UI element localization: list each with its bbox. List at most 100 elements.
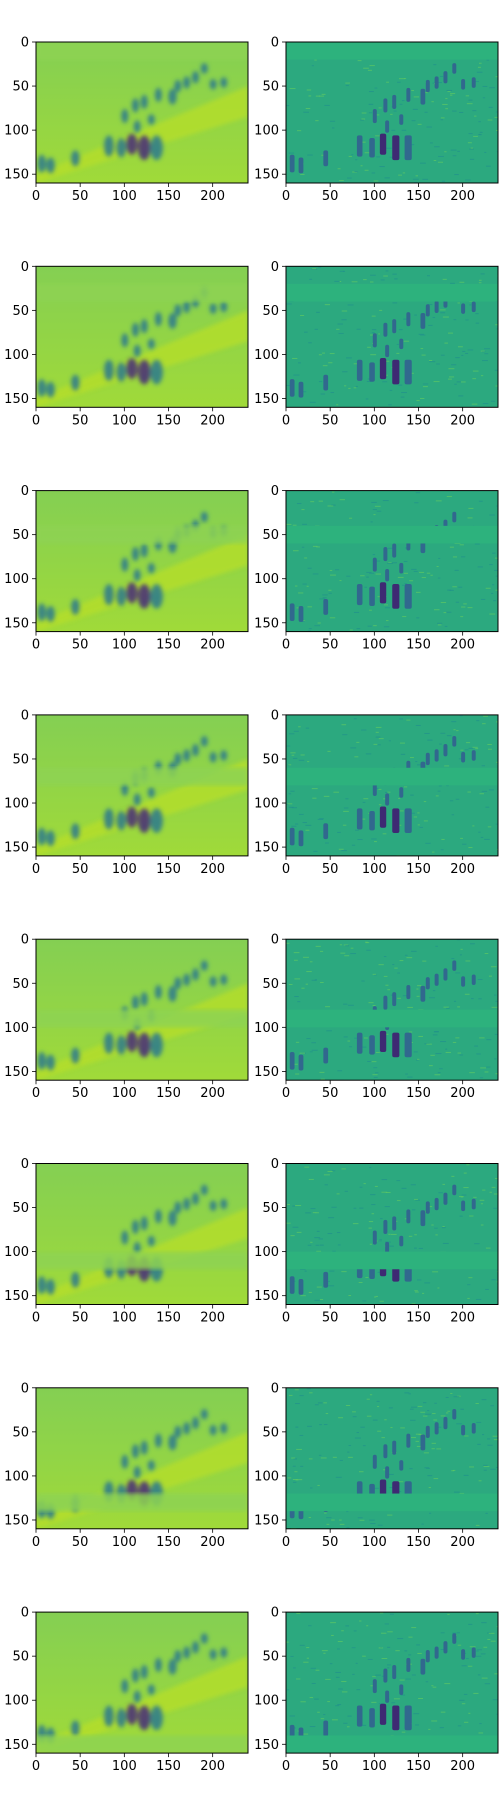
y-tick-label: 0: [271, 484, 279, 499]
y-tick-label: 50: [12, 752, 29, 767]
y-tick-label: 100: [254, 797, 279, 812]
axes-frame: [35, 490, 249, 633]
y-tick-label: 100: [254, 1245, 279, 1260]
x-tick-label: 150: [156, 413, 181, 428]
panel-r4-c1: 0 50 100 150 200 0 50 100 150: [4, 708, 249, 877]
y-tick-label: 150: [4, 1738, 29, 1753]
y-tick-label: 150: [254, 1065, 279, 1080]
y-tick-label: 50: [12, 304, 29, 319]
panel-r2-c1: 0 50 100 150 200 0 50 100 150: [4, 260, 249, 428]
axes-frame: [35, 714, 249, 857]
y-tick-label: 150: [4, 1289, 29, 1304]
reconstruction-image: [36, 714, 248, 856]
axes-frame: [35, 1387, 249, 1530]
y-tick-label: 50: [262, 752, 279, 767]
x-tick-label: 150: [156, 189, 181, 204]
x-tick-label: 150: [156, 1759, 181, 1774]
x-tick-label: 100: [112, 638, 137, 653]
y-tick-label: 150: [4, 168, 29, 183]
x-tick-label: 100: [362, 413, 387, 428]
y-tick-label: 0: [271, 708, 279, 723]
y-tick-label: 0: [271, 1157, 279, 1172]
x-tick-label: 50: [322, 1759, 339, 1774]
panel-r6-c1: 0 50 100 150 200 0 50 100 150: [4, 1157, 249, 1326]
x-tick-label: 100: [362, 638, 387, 653]
x-tick-label: 150: [406, 413, 431, 428]
x-tick-label: 150: [406, 862, 431, 877]
y-tick-label: 150: [4, 616, 29, 631]
x-tick-label: 50: [72, 862, 89, 877]
axes-frame: [285, 938, 499, 1081]
x-tick-label: 50: [322, 413, 339, 428]
x-tick-label: 150: [156, 1311, 181, 1326]
y-tick-label: 150: [254, 1513, 279, 1528]
x-tick-label: 50: [72, 1759, 89, 1774]
x-tick-label: 200: [200, 413, 225, 428]
x-tick-label: 200: [200, 1759, 225, 1774]
y-tick-label: 150: [4, 841, 29, 856]
x-tick-label: 200: [200, 189, 225, 204]
x-tick-label: 200: [450, 1311, 475, 1326]
x-tick-label: 0: [282, 189, 290, 204]
x-tick-label: 0: [32, 189, 40, 204]
x-tick-label: 100: [362, 1311, 387, 1326]
y-tick-label: 150: [254, 168, 279, 183]
panel-r1-c2: 0 50 100 150 200 0 50 100 150: [254, 36, 499, 204]
x-tick-label: 200: [200, 1311, 225, 1326]
y-tick-label: 50: [12, 80, 29, 95]
y-tick-label: 0: [21, 708, 29, 723]
x-tick-label: 0: [32, 1535, 40, 1550]
reconstruction-image: [36, 1163, 248, 1305]
axes-frame: [285, 1163, 499, 1305]
y-tick-label: 50: [12, 977, 29, 992]
y-tick-label: 100: [254, 1021, 279, 1036]
x-tick-label: 50: [72, 1311, 89, 1326]
y-tick-label: 0: [21, 260, 29, 275]
residual-image: [286, 939, 498, 1081]
y-tick-label: 50: [12, 1650, 29, 1665]
x-tick-label: 200: [450, 413, 475, 428]
axes-frame: [35, 1163, 249, 1305]
y-tick-label: 50: [12, 528, 29, 543]
x-tick-label: 50: [72, 1535, 89, 1550]
x-tick-label: 0: [32, 413, 40, 428]
y-tick-label: 50: [262, 1425, 279, 1440]
x-tick-label: 150: [406, 1086, 431, 1101]
axes-frame: [285, 265, 499, 408]
y-tick-label: 150: [254, 616, 279, 631]
reconstruction-image: [36, 939, 248, 1081]
y-tick-label: 100: [254, 1469, 279, 1484]
axes-frame: [285, 41, 499, 184]
residual-image: [286, 266, 498, 408]
panel-r5-c1: 0 50 100 150 200 0 50 100 150: [4, 933, 249, 1101]
x-tick-label: 100: [362, 1759, 387, 1774]
x-tick-label: 100: [112, 189, 137, 204]
x-tick-label: 100: [112, 413, 137, 428]
y-tick-label: 0: [21, 1606, 29, 1621]
x-tick-label: 100: [362, 189, 387, 204]
x-tick-label: 100: [112, 1535, 137, 1550]
x-tick-label: 0: [32, 1759, 40, 1774]
y-tick-label: 50: [262, 80, 279, 95]
y-tick-label: 50: [12, 1201, 29, 1216]
x-tick-label: 100: [362, 862, 387, 877]
x-tick-label: 150: [406, 638, 431, 653]
x-tick-label: 150: [156, 862, 181, 877]
x-tick-label: 100: [362, 1535, 387, 1550]
residual-image: [286, 42, 498, 183]
y-tick-label: 100: [4, 1694, 29, 1709]
axes-frame: [285, 1611, 499, 1754]
x-tick-label: 150: [156, 638, 181, 653]
residual-image: [286, 1612, 498, 1754]
y-tick-label: 100: [4, 572, 29, 587]
x-tick-label: 50: [72, 638, 89, 653]
x-tick-label: 0: [32, 1086, 40, 1101]
y-tick-label: 0: [271, 260, 279, 275]
y-tick-label: 100: [254, 124, 279, 139]
y-tick-label: 100: [4, 797, 29, 812]
x-tick-label: 50: [322, 189, 339, 204]
reconstruction-image: [36, 42, 248, 183]
panel-r7-c2: 0 50 100 150 200 0 50 100 150: [254, 1381, 499, 1550]
y-tick-label: 50: [262, 977, 279, 992]
x-tick-label: 50: [322, 1311, 339, 1326]
